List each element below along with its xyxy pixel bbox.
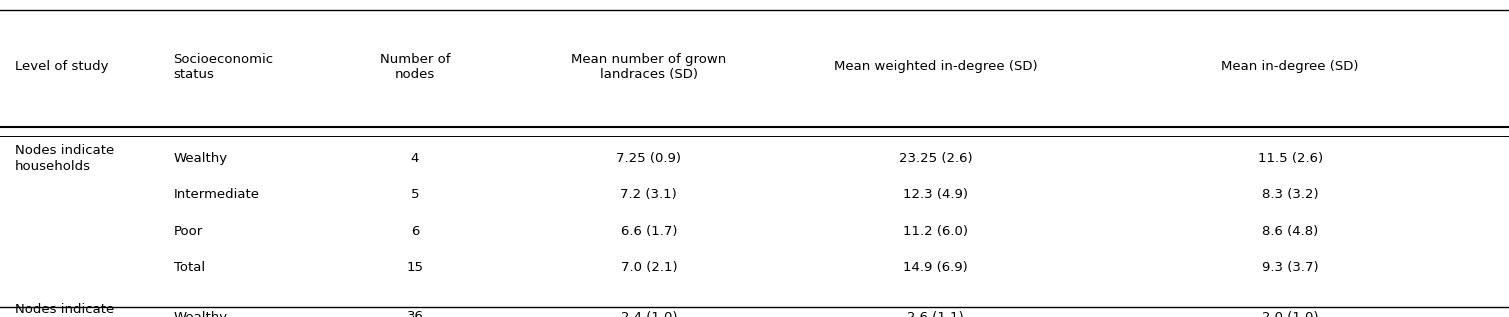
Text: Number of
nodes: Number of nodes	[380, 53, 450, 81]
Text: Wealthy: Wealthy	[174, 310, 228, 317]
Text: 9.3 (3.7): 9.3 (3.7)	[1262, 261, 1319, 275]
Text: 23.25 (2.6): 23.25 (2.6)	[899, 152, 972, 165]
Text: 6: 6	[410, 225, 420, 238]
Text: 14.9 (6.9): 14.9 (6.9)	[904, 261, 967, 275]
Text: 4: 4	[410, 152, 420, 165]
Text: Total: Total	[174, 261, 205, 275]
Text: Nodes indicate
individuals: Nodes indicate individuals	[15, 303, 115, 317]
Text: 7.2 (3.1): 7.2 (3.1)	[620, 188, 678, 202]
Text: Wealthy: Wealthy	[174, 152, 228, 165]
Text: Nodes indicate
households: Nodes indicate households	[15, 145, 115, 172]
Text: 5: 5	[410, 188, 420, 202]
Text: 15: 15	[406, 261, 424, 275]
Text: 7.25 (0.9): 7.25 (0.9)	[616, 152, 682, 165]
Text: 2.6 (1.1): 2.6 (1.1)	[907, 310, 964, 317]
Text: Poor: Poor	[174, 225, 202, 238]
Text: 11.2 (6.0): 11.2 (6.0)	[902, 225, 969, 238]
Text: Level of study: Level of study	[15, 60, 109, 73]
Text: Socioeconomic
status: Socioeconomic status	[174, 53, 273, 81]
Text: Mean weighted in-degree (SD): Mean weighted in-degree (SD)	[834, 60, 1037, 73]
Text: 8.6 (4.8): 8.6 (4.8)	[1262, 225, 1319, 238]
Text: Mean number of grown
landraces (SD): Mean number of grown landraces (SD)	[572, 53, 726, 81]
Text: Mean in-degree (SD): Mean in-degree (SD)	[1221, 60, 1360, 73]
Text: 8.3 (3.2): 8.3 (3.2)	[1262, 188, 1319, 202]
Text: 12.3 (4.9): 12.3 (4.9)	[902, 188, 969, 202]
Text: Intermediate: Intermediate	[174, 188, 260, 202]
Text: 11.5 (2.6): 11.5 (2.6)	[1257, 152, 1323, 165]
Text: 36: 36	[406, 310, 424, 317]
Text: 7.0 (2.1): 7.0 (2.1)	[620, 261, 678, 275]
Text: 6.6 (1.7): 6.6 (1.7)	[620, 225, 678, 238]
Text: 2.0 (1.0): 2.0 (1.0)	[1262, 310, 1319, 317]
Text: 2.4 (1.0): 2.4 (1.0)	[620, 310, 678, 317]
